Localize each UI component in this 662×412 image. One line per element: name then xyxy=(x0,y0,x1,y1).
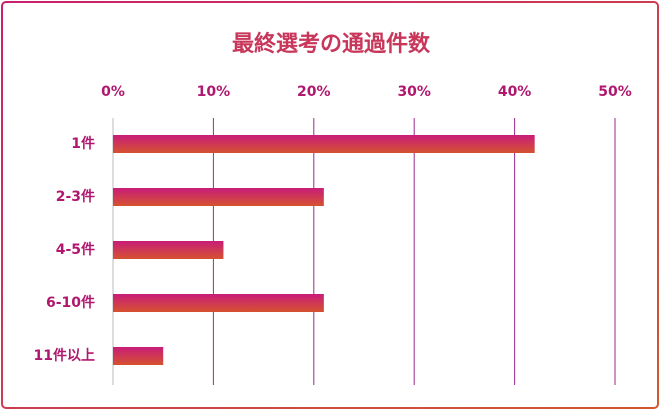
y-tick-label: 2-3件 xyxy=(56,188,95,205)
bar xyxy=(113,241,224,259)
bar xyxy=(113,347,164,365)
x-tick-label: 20% xyxy=(297,84,331,100)
bar xyxy=(113,188,324,206)
chart-title: 最終選考の通過件数 xyxy=(232,31,431,57)
x-tick-label: 10% xyxy=(197,84,231,100)
bar xyxy=(113,294,324,312)
bar xyxy=(113,135,535,153)
y-tick-label: 6-10件 xyxy=(46,294,95,311)
y-tick-label: 11件以上 xyxy=(34,347,95,364)
y-tick-label: 4-5件 xyxy=(56,241,95,258)
x-tick-label: 0% xyxy=(101,84,125,100)
y-tick-label: 1件 xyxy=(71,135,95,152)
x-tick-label: 40% xyxy=(498,84,532,100)
x-tick-label: 50% xyxy=(598,84,632,100)
x-tick-label: 30% xyxy=(397,84,431,100)
